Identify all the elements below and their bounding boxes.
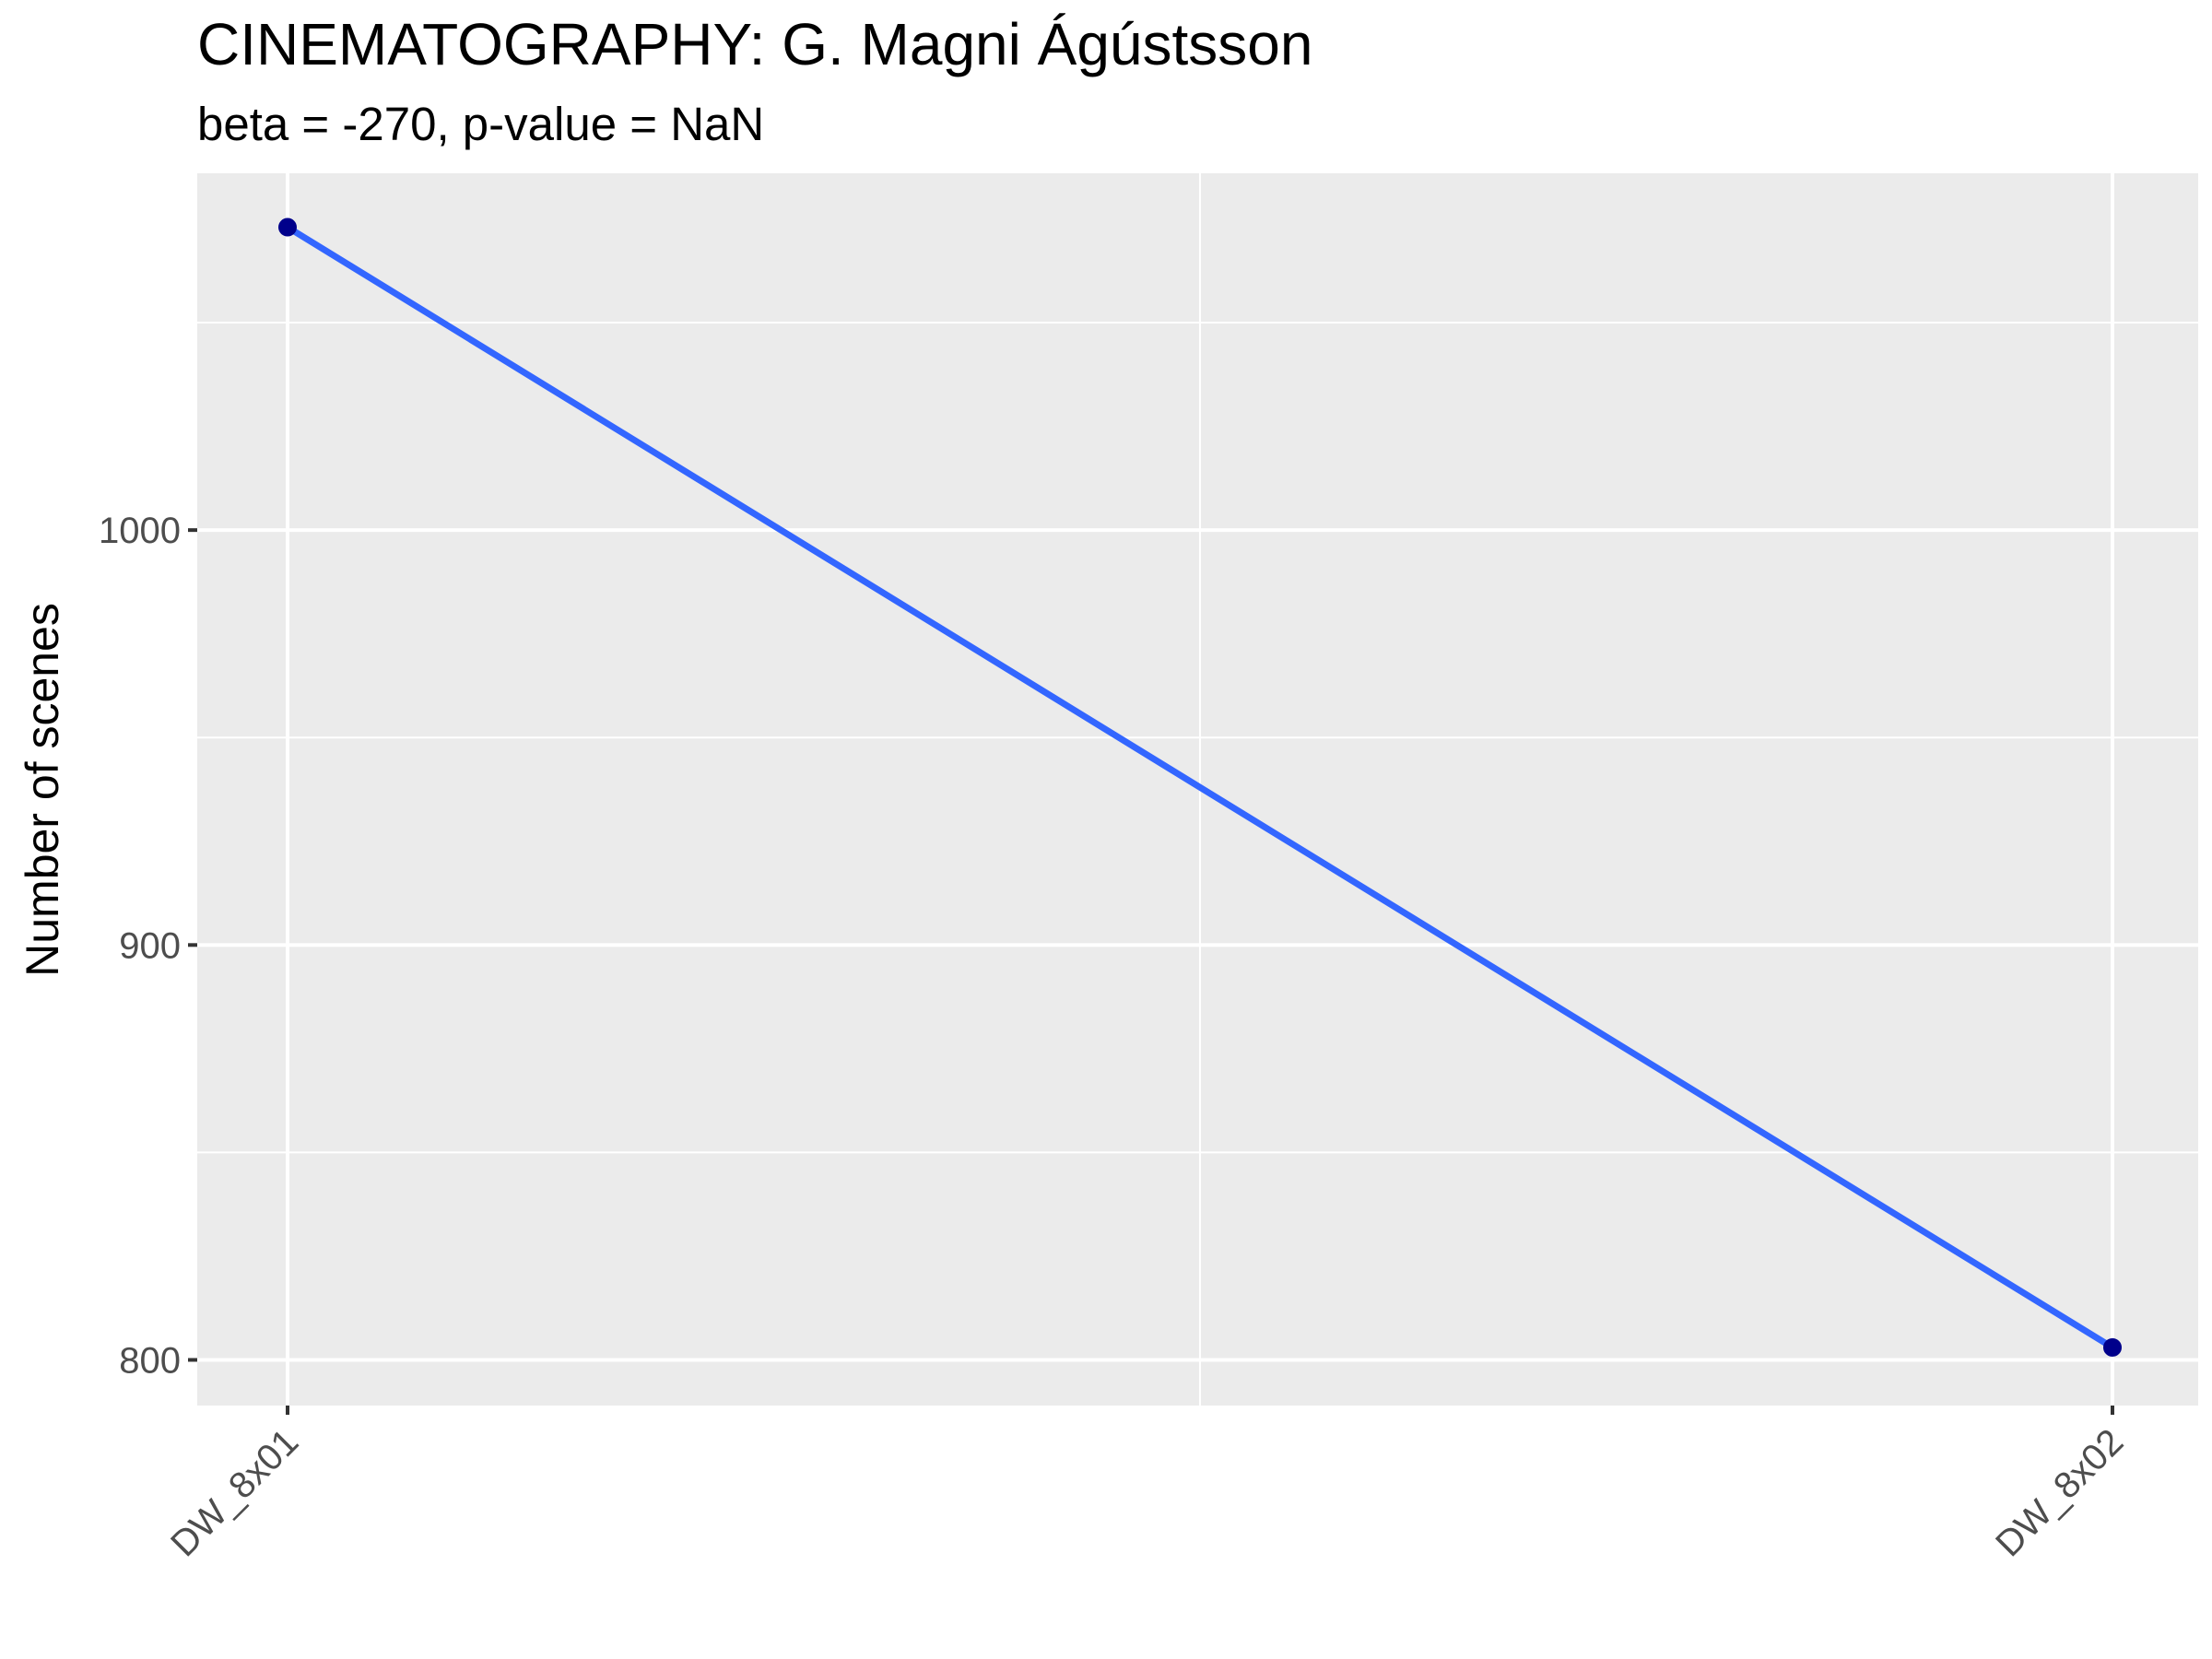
x-tick-label: DW_8x01 bbox=[163, 1421, 306, 1564]
y-tick-label: 900 bbox=[119, 925, 181, 966]
data-point-dw_8x02 bbox=[2103, 1337, 2122, 1357]
data-point-dw_8x01 bbox=[278, 218, 297, 237]
series-line bbox=[284, 224, 2116, 1351]
series-points bbox=[278, 218, 2122, 1357]
x-tick-label: DW_8x02 bbox=[1988, 1421, 2131, 1564]
chart-title: CINEMATOGRAPHY: G. Magni Ágústsson bbox=[197, 11, 1312, 77]
y-axis-title: Number of scenes bbox=[17, 603, 68, 977]
y-tick-label: 1000 bbox=[99, 511, 181, 551]
x-axis: DW_8x01 DW_8x02 bbox=[163, 1406, 2131, 1565]
series-lines bbox=[284, 224, 2116, 1351]
chart-subtitle: beta = -270, p-value = NaN bbox=[197, 98, 764, 150]
y-tick-label: 800 bbox=[119, 1340, 181, 1381]
major-gridlines bbox=[197, 173, 2198, 1406]
y-axis: 800 900 1000 bbox=[99, 511, 197, 1381]
